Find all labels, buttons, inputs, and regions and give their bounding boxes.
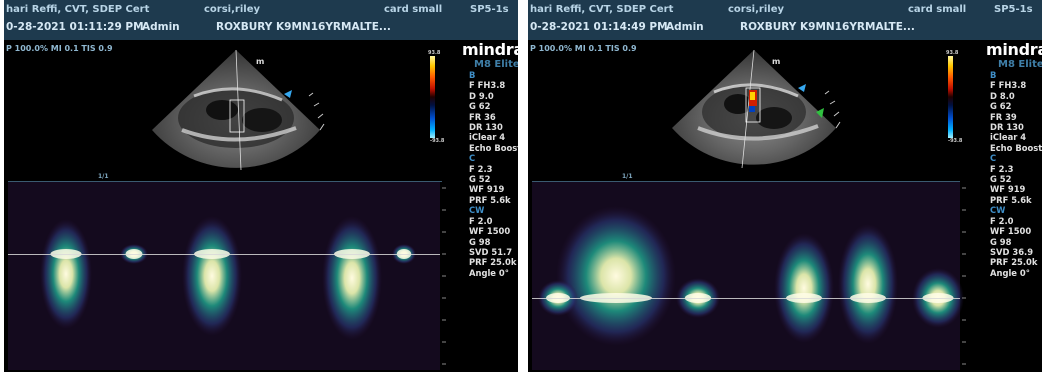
left-ultrasound-frame: hari Reffi, CVT, SDEP Cert corsi,riley c… [4,0,518,372]
left-color-scale [430,56,435,138]
right-c-param: G 52 [990,174,1012,185]
right-sweep-top-line [532,181,960,182]
left-cw-param: SVD 51.7 [469,246,513,257]
right-scale-min: -93.8 [948,138,963,144]
doppler-envelope [322,216,382,340]
left-b-param: D 9.0 [469,90,494,101]
left-parameter-panel: B F FH3.8 D 9.0 G 62 FR 36 DR 130 iClear… [469,70,518,278]
left-cw-mode-heading: CW [469,205,485,216]
right-patient-name: corsi,riley [728,4,784,15]
left-sweep-top-line [8,181,442,182]
right-operator: hari Reffi, CVT, SDEP Cert [530,4,674,15]
right-b-param: Echo Boost [990,142,1042,153]
left-b-param: G 62 [469,101,491,112]
right-doppler-baseline [532,298,960,299]
right-cw-doppler-spectrum [532,182,964,370]
right-header-bar [528,0,1042,40]
right-c-param: F 2.3 [990,163,1014,174]
left-doppler-baseline [8,254,440,255]
left-velocity-scale [442,187,446,365]
left-b-param: FR 36 [469,111,496,122]
right-power-line: P 100.0% MI 0.1 TIS 0.9 [530,44,637,53]
right-b-param: FR 39 [990,111,1017,122]
right-brand-logo: mindray [986,40,1042,59]
right-scale-max: 93.8 [946,50,959,56]
left-patient-name: corsi,riley [204,4,260,15]
right-probe: SP5-1s [994,4,1033,15]
right-ultrasound-frame: hari Reffi, CVT, SDEP Cert corsi,riley c… [528,0,1042,372]
right-2d-sector-image [672,49,841,169]
left-b-param: F FH3.8 [469,80,506,91]
left-preset: card small [384,4,443,15]
right-velocity-scale [962,187,966,365]
left-institution: ROXBURY K9MN16YRMALTE... [216,21,391,33]
left-cw-doppler-spectrum [8,182,440,370]
right-b-param: iClear 4 [990,132,1027,143]
left-brand-logo: mindray [462,40,518,59]
right-cw-param: Angle 0° [990,267,1030,278]
right-c-mode-heading: C [990,153,997,164]
right-c-param: PRF 5.6k [990,194,1032,205]
left-probe: SP5-1s [470,4,509,15]
left-b-param: DR 130 [469,122,503,133]
right-c-param: WF 919 [990,184,1026,195]
left-cw-param: F 2.0 [469,215,493,226]
left-c-param: PRF 5.6k [469,194,511,205]
doppler-envelope [774,233,834,343]
right-preset: card small [908,4,967,15]
left-page-indicator: 1/1 [98,173,109,180]
left-user: Admin [142,21,180,33]
left-c-param: WF 919 [469,184,505,195]
left-header-bar [4,0,518,40]
left-cw-param: WF 1500 [469,226,511,237]
left-c-param: G 52 [469,174,491,185]
right-datetime: 0-28-2021 01:14:49 PM [530,21,668,33]
left-c-mode-heading: C [469,153,476,164]
doppler-envelope [182,216,242,336]
right-model-name: M8 Elite [998,59,1042,70]
left-model-name: M8 Elite [474,59,518,70]
left-datetime: 0-28-2021 01:11:29 PM [6,21,144,33]
doppler-envelope [838,224,898,344]
left-b-mode-heading: B [469,70,476,80]
right-b-param: G 62 [990,101,1012,112]
right-cw-param: SVD 36.9 [990,246,1034,257]
left-probe-orientation-icon: m [256,57,265,66]
right-b-param: DR 130 [990,122,1024,133]
left-b-param: Echo Boost [469,142,518,153]
right-cw-param: WF 1500 [990,226,1032,237]
right-probe-orientation-icon: m [772,57,781,66]
left-power-line: P 100.0% MI 0.1 TIS 0.9 [6,44,113,53]
right-b-param: F FH3.8 [990,80,1027,91]
right-page-indicator: 1/1 [622,173,633,180]
right-cw-param: F 2.0 [990,215,1014,226]
left-cw-param: PRF 25.0k [469,257,517,268]
right-b-mode-heading: B [990,70,997,80]
right-parameter-panel: B F FH3.8 D 8.0 G 62 FR 39 DR 130 iClear… [990,70,1042,278]
right-b-param: D 8.0 [990,90,1015,101]
right-user: Admin [666,21,704,33]
right-institution: ROXBURY K9MN16YRMALTE... [740,21,915,33]
left-cw-param: G 98 [469,236,491,247]
right-cw-param: PRF 25.0k [990,257,1038,268]
doppler-envelope [556,206,676,346]
doppler-envelope [40,219,92,329]
left-c-param: F 2.3 [469,163,493,174]
right-cw-param: G 98 [990,236,1012,247]
left-cw-param: Angle 0° [469,267,509,278]
left-2d-sector-image [152,49,325,171]
left-scale-max: 93.8 [428,50,441,56]
right-color-scale [948,56,953,138]
left-scale-min: -93.8 [430,138,445,144]
left-operator: hari Reffi, CVT, SDEP Cert [6,4,150,15]
left-b-param: iClear 4 [469,132,506,143]
right-cw-mode-heading: CW [990,205,1006,216]
